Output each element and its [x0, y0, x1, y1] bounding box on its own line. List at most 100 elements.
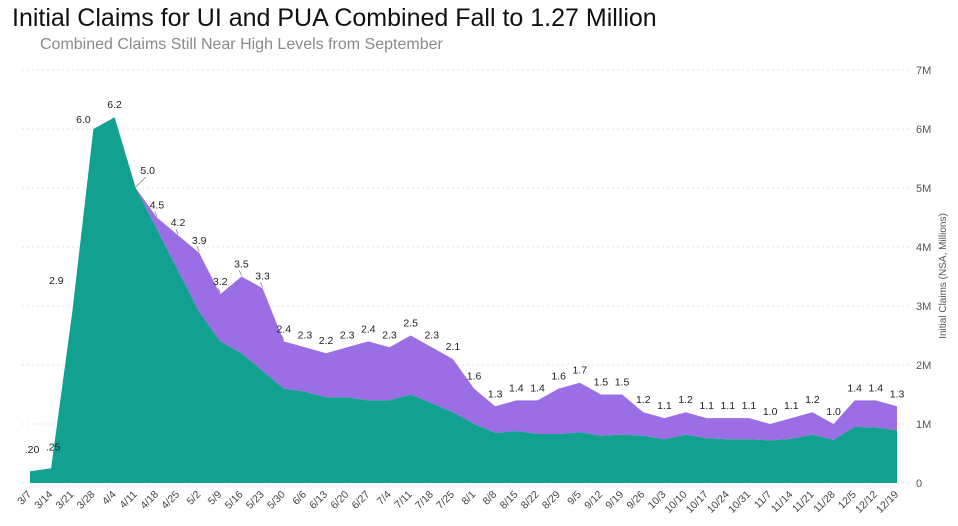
data-label: 1.1	[784, 400, 799, 412]
y-tick-label: 0	[916, 478, 922, 490]
data-label: 1.6	[551, 371, 566, 383]
chart-title: Initial Claims for UI and PUA Combined F…	[12, 4, 657, 32]
y-tick-label: 1M	[916, 419, 931, 431]
area-series-lower	[30, 117, 897, 483]
data-label: 2.3	[340, 329, 355, 341]
data-labels: .20 .25 2.9 6.0 6.2 5.0 4.5 4.2 3.9 3.2 3.5 3.3 2.4 2…	[25, 99, 905, 456]
x-tick-label: 6/27	[349, 489, 372, 512]
chart-subtitle: Combined Claims Still Near High Levels f…	[40, 36, 443, 53]
x-tick-label: 10/17	[684, 489, 711, 516]
leader-line	[281, 335, 285, 341]
data-label: 2.4	[361, 323, 376, 335]
x-tick-label: 6/20	[328, 489, 351, 512]
data-label: .25	[46, 441, 61, 453]
data-label: 4.2	[171, 217, 186, 229]
data-label: 2.5	[403, 318, 418, 330]
x-tick-label: 12/19	[874, 489, 901, 516]
x-tick-label: 5/9	[206, 489, 225, 508]
data-label: 2.9	[49, 275, 64, 287]
data-label: 6.0	[76, 114, 91, 126]
leader-line	[260, 282, 263, 288]
data-label: 1.3	[488, 388, 503, 400]
leader-line	[239, 270, 242, 276]
y-tick-label: 5M	[916, 183, 931, 195]
x-tick-label: 8/22	[519, 489, 542, 512]
data-label: 1.5	[615, 377, 630, 389]
x-tick-label: 4/25	[159, 489, 182, 512]
x-tick-label: 8/29	[540, 489, 563, 512]
leader-line	[135, 176, 147, 188]
x-tick-label: 7/25	[434, 489, 457, 512]
data-label: 2.2	[319, 335, 334, 347]
x-tick-label: 4/18	[138, 489, 161, 512]
x-tick-label: 6/13	[307, 489, 330, 512]
x-tick-label: 10/31	[726, 489, 753, 516]
data-label: 1.2	[636, 394, 651, 406]
data-label: 1.1	[699, 400, 714, 412]
x-tick-label: 7/18	[413, 489, 436, 512]
area-series-upper	[30, 117, 897, 472]
y-axis-ticks: 0 1M 2M 3M 4M 5M 6M 7M	[916, 65, 931, 490]
x-tick-label: 8/15	[498, 489, 521, 512]
x-tick-label: 3/7	[15, 489, 34, 508]
y-tick-label: 2M	[916, 360, 931, 372]
label-leaders	[135, 176, 285, 341]
y-tick-label: 7M	[916, 65, 931, 77]
x-tick-label: 11/14	[769, 489, 796, 516]
x-tick-label: 10/24	[705, 489, 732, 516]
x-tick-label: 4/4	[100, 489, 119, 508]
data-label: 3.2	[213, 276, 228, 288]
data-label: 6.2	[107, 99, 122, 111]
x-tick-label: 3/14	[32, 489, 55, 512]
data-label: 2.3	[382, 329, 397, 341]
x-tick-label: 11/21	[790, 489, 817, 516]
data-label: 2.4	[276, 323, 291, 335]
x-tick-label: 7/4	[375, 489, 394, 508]
leader-line	[154, 211, 158, 217]
x-tick-label: 5/16	[223, 489, 246, 512]
x-tick-label: 9/26	[624, 489, 647, 512]
data-label: 2.3	[298, 329, 313, 341]
x-tick-label: 3/21	[53, 489, 76, 512]
x-tick-label: 4/11	[117, 489, 139, 511]
data-label: 1.3	[890, 388, 905, 400]
area-series	[30, 117, 897, 483]
data-label: 1.2	[678, 394, 693, 406]
x-tick-label: 9/19	[603, 489, 626, 512]
data-label: 1.7	[573, 365, 588, 377]
data-label: 1.2	[805, 394, 820, 406]
data-label: 3.3	[255, 270, 270, 282]
x-tick-label: 3/28	[75, 489, 98, 512]
y-tick-label: 6M	[916, 124, 931, 136]
x-tick-label: 8/8	[481, 489, 500, 508]
x-tick-label: 6/6	[290, 489, 309, 508]
data-label: 1.1	[657, 400, 672, 412]
x-tick-label: 5/30	[265, 489, 288, 512]
leader-line	[217, 288, 221, 294]
data-label: 1.6	[467, 371, 482, 383]
data-label: 2.3	[424, 329, 439, 341]
x-tick-label: 5/23	[244, 489, 267, 512]
y-tick-label: 4M	[916, 242, 931, 254]
x-axis-ticks: 3/73/143/213/28 4/44/114/184/25 5/2 5/95/16…	[15, 489, 901, 516]
x-tick-label: 8/1	[459, 489, 478, 508]
data-label: 3.9	[192, 235, 207, 247]
data-label: 1.4	[869, 382, 884, 394]
x-tick-label: 9/12	[582, 489, 605, 512]
data-label: .20	[25, 444, 40, 456]
data-label: 4.5	[150, 200, 165, 212]
x-tick-label: 9/5	[565, 489, 584, 508]
data-label: 1.0	[826, 406, 841, 418]
data-label: 1.4	[509, 382, 524, 394]
x-tick-label: 7/11	[392, 489, 414, 511]
x-tick-label: 5/2	[185, 489, 204, 508]
data-label: 1.5	[594, 377, 609, 389]
data-label: 2.1	[446, 341, 461, 353]
data-label: 5.0	[140, 165, 155, 177]
leader-line	[175, 229, 179, 235]
y-axis-label: Initial Claims (NSA, Millions)	[938, 213, 949, 339]
x-tick-label: 11/28	[811, 489, 838, 516]
data-label: 1.0	[763, 406, 778, 418]
data-label: 3.5	[234, 259, 249, 271]
